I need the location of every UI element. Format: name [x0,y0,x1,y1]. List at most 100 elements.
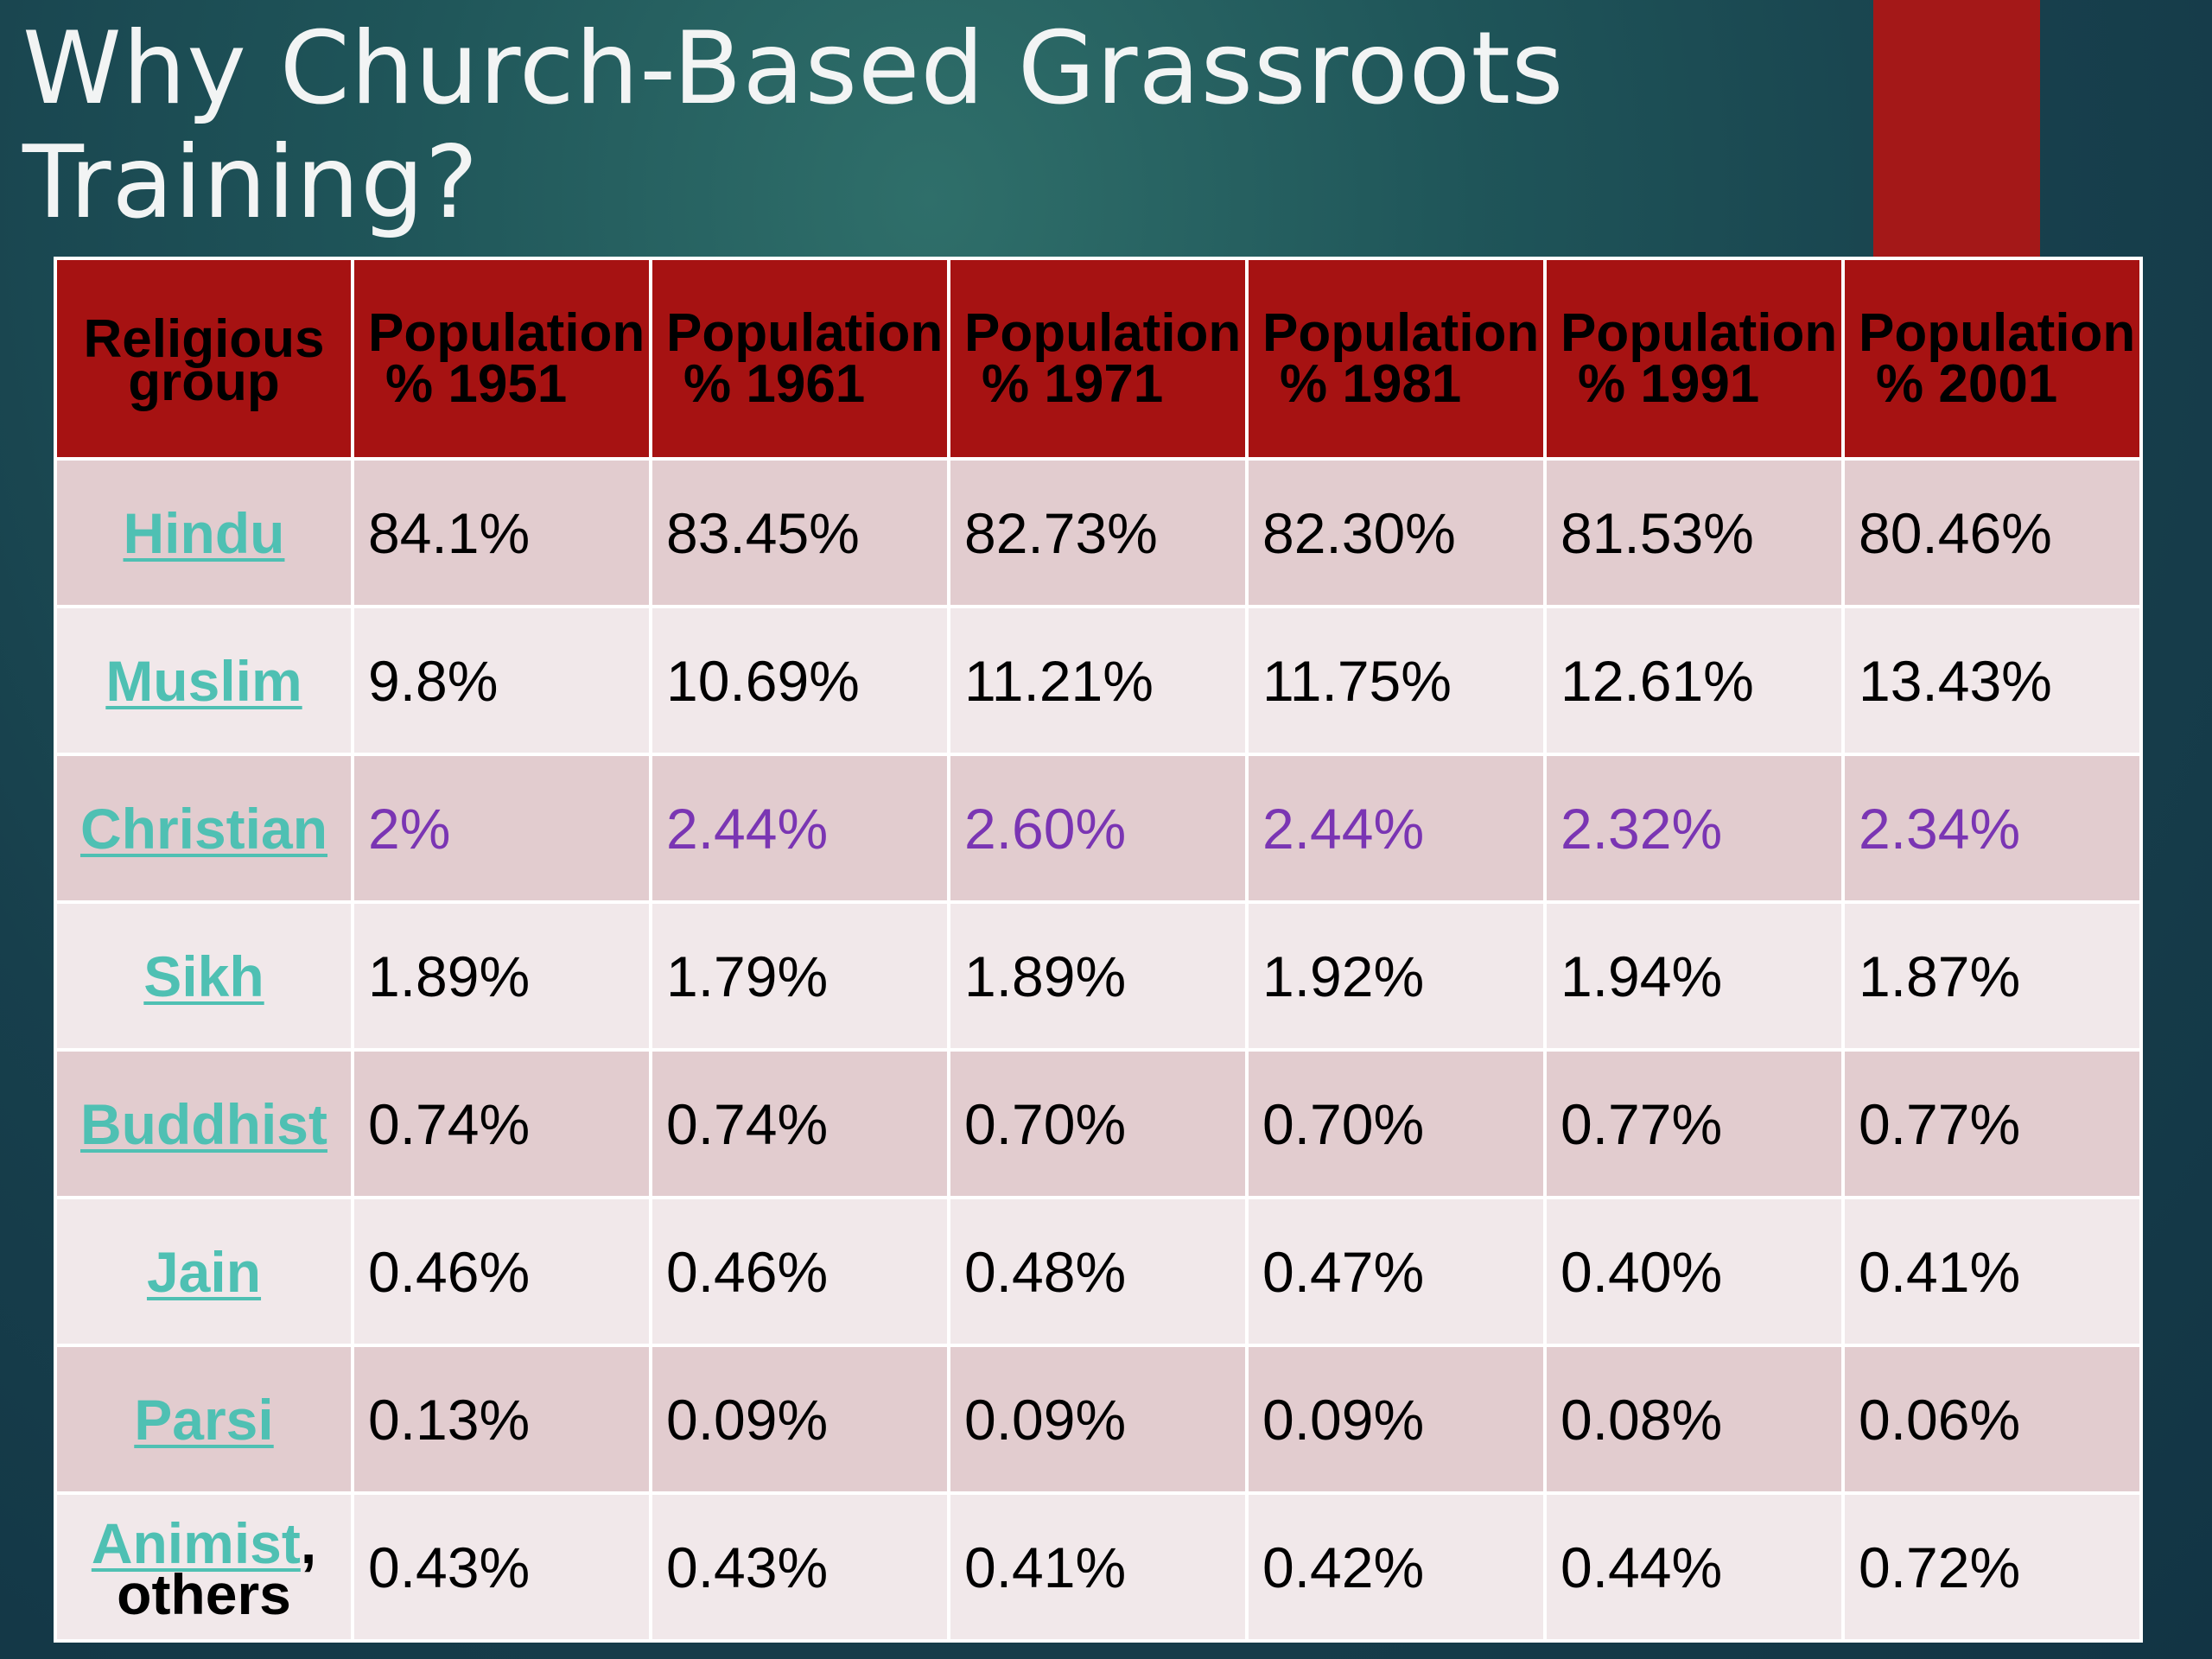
value-cell: 84.1% [351,457,652,608]
header-label: Population [1560,303,1838,363]
value-cell: 2.44% [649,753,950,904]
value-cell: 0.46% [351,1196,652,1347]
header-religious-group: Religious group [54,257,354,461]
group-link-sikh[interactable]: Sikh [143,944,264,1008]
value-cell: 10.69% [649,605,950,756]
data-table: Religious group Population % 1951 Popula… [54,257,2143,1643]
header-year: % 1951 [385,354,568,414]
group-link-muslim[interactable]: Muslim [105,648,302,713]
header-label: Religious group [83,309,325,412]
value-cell: 13.43% [1841,605,2143,756]
value-cell: 0.48% [947,1196,1249,1347]
header-1951: Population % 1951 [351,257,652,461]
value-cell: 0.40% [1543,1196,1845,1347]
table-row-hindu: Hindu 84.1% 83.45% 82.73% 82.30% 81.53% … [54,457,2143,608]
header-label: Population [368,303,645,363]
value-cell: 0.09% [649,1344,950,1495]
header-year: % 1981 [1280,354,1462,414]
group-cell: Sikh [54,900,354,1052]
value-cell: 12.61% [1543,605,1845,756]
slide-title: Why Church-Based Grassroots Training? [22,10,1565,241]
value-cell: 0.70% [1245,1048,1547,1199]
table-header-row: Religious group Population % 1951 Popula… [54,257,2143,461]
header-year: % 2001 [1876,354,2058,414]
value-cell: 0.13% [351,1344,652,1495]
value-cell: 0.70% [947,1048,1249,1199]
value-cell: 11.21% [947,605,1249,756]
group-cell: Muslim [54,605,354,756]
value-cell: 0.42% [1245,1491,1547,1643]
header-1961: Population % 1961 [649,257,950,461]
group-cell: Animist, others [54,1491,354,1643]
header-year: % 1991 [1578,354,1760,414]
value-cell: 0.09% [1245,1344,1547,1495]
header-label: Population [964,303,1242,363]
group-link-parsi[interactable]: Parsi [134,1387,274,1452]
group-link-hindu[interactable]: Hindu [123,500,285,565]
value-cell: 0.43% [351,1491,652,1643]
value-cell: 82.30% [1245,457,1547,608]
value-cell: 1.79% [649,900,950,1052]
header-label: Population [1859,303,2136,363]
value-cell: 0.74% [649,1048,950,1199]
header-label: Population [666,303,944,363]
value-cell: 1.94% [1543,900,1845,1052]
value-cell: 1.89% [947,900,1249,1052]
value-cell: 82.73% [947,457,1249,608]
table-row-muslim: Muslim 9.8% 10.69% 11.21% 11.75% 12.61% … [54,605,2143,756]
value-cell: 0.72% [1841,1491,2143,1643]
value-cell: 83.45% [649,457,950,608]
value-cell: 80.46% [1841,457,2143,608]
header-year: % 1961 [683,354,866,414]
table-row-buddhist: Buddhist 0.74% 0.74% 0.70% 0.70% 0.77% 0… [54,1048,2143,1199]
group-cell: Buddhist [54,1048,354,1199]
value-cell: 0.09% [947,1344,1249,1495]
value-cell: 81.53% [1543,457,1845,608]
group-label-stack: Animist, [59,1515,349,1572]
group-cell: Hindu [54,457,354,608]
value-cell: 0.74% [351,1048,652,1199]
value-cell: 2.34% [1841,753,2143,904]
header-1971: Population % 1971 [947,257,1249,461]
value-cell: 0.41% [947,1491,1249,1643]
value-cell: 0.43% [649,1491,950,1643]
table-row-jain: Jain 0.46% 0.46% 0.48% 0.47% 0.40% 0.41% [54,1196,2143,1347]
value-cell: 0.44% [1543,1491,1845,1643]
group-label-others: others [117,1561,291,1626]
value-cell: 0.46% [649,1196,950,1347]
value-cell: 0.77% [1841,1048,2143,1199]
value-cell: 2.32% [1543,753,1845,904]
table-row-christian: Christian 2% 2.44% 2.60% 2.44% 2.32% 2.3… [54,753,2143,904]
value-cell: 0.08% [1543,1344,1845,1495]
header-1991: Population % 1991 [1543,257,1845,461]
value-cell: 11.75% [1245,605,1547,756]
value-cell: 0.47% [1245,1196,1547,1347]
value-cell: 2.44% [1245,753,1547,904]
table-row-animist-others: Animist, others 0.43% 0.43% 0.41% 0.42% … [54,1491,2143,1643]
accent-bar [1873,0,2040,259]
group-link-christian[interactable]: Christian [79,796,328,861]
table-row-sikh: Sikh 1.89% 1.79% 1.89% 1.92% 1.94% 1.87% [54,900,2143,1052]
group-cell: Parsi [54,1344,354,1495]
value-cell: 1.92% [1245,900,1547,1052]
group-link-jain[interactable]: Jain [146,1239,262,1304]
table-row-parsi: Parsi 0.13% 0.09% 0.09% 0.09% 0.08% 0.06… [54,1344,2143,1495]
value-cell: 1.87% [1841,900,2143,1052]
value-cell: 1.89% [351,900,652,1052]
group-cell: Christian [54,753,354,904]
religion-population-table: Religious group Population % 1951 Popula… [54,257,2143,1643]
value-cell: 2% [351,753,652,904]
header-year: % 1971 [982,354,1164,414]
group-cell: Jain [54,1196,354,1347]
value-cell: 9.8% [351,605,652,756]
header-2001: Population % 2001 [1841,257,2143,461]
group-suffix: , [300,1510,317,1575]
group-link-buddhist[interactable]: Buddhist [80,1091,327,1156]
value-cell: 2.60% [947,753,1249,904]
value-cell: 0.41% [1841,1196,2143,1347]
group-link-animist[interactable]: Animist [91,1510,301,1575]
value-cell: 0.06% [1841,1344,2143,1495]
header-label: Population [1262,303,1540,363]
value-cell: 0.77% [1543,1048,1845,1199]
header-1981: Population % 1981 [1245,257,1547,461]
